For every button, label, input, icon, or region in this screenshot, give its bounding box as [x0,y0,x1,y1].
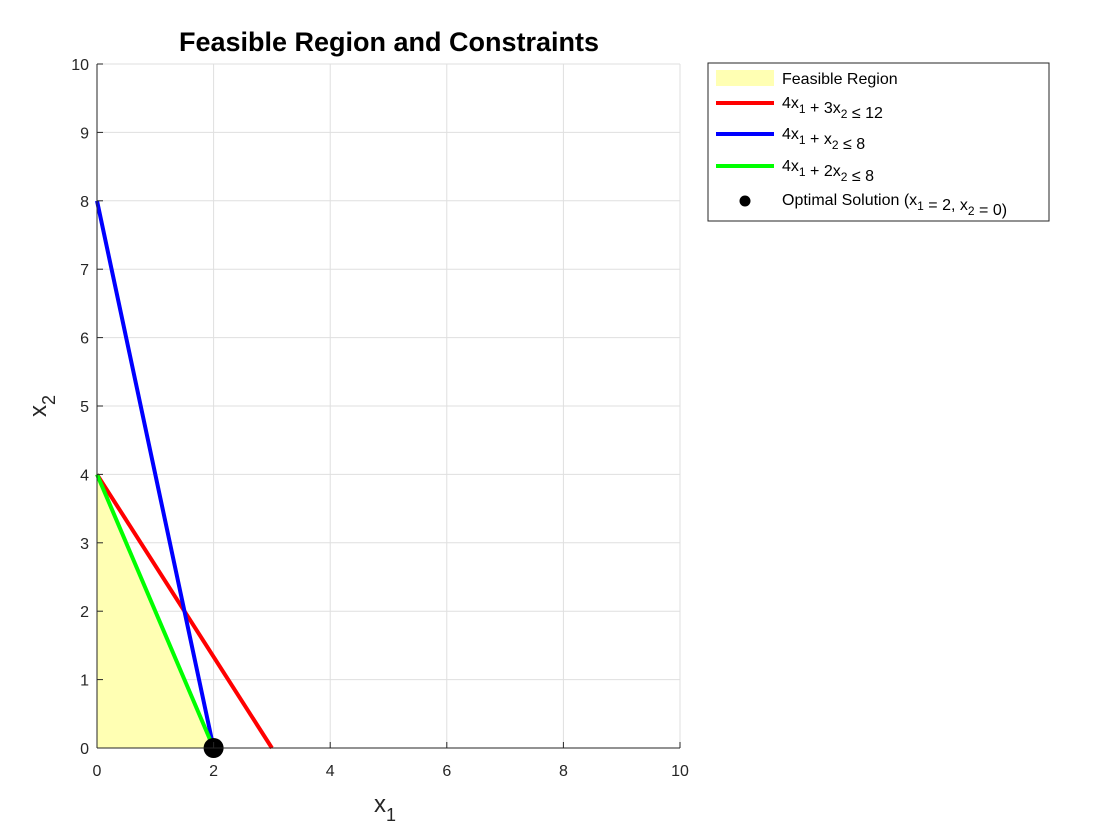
y-tick-label: 8 [80,194,89,211]
y-tick-label: 4 [80,467,89,484]
constraint-line-3 [95,473,216,749]
chart-title: Feasible Region and Constraints [179,27,599,57]
y-tick-label: 10 [71,57,89,74]
y-tick-label: 9 [80,125,89,142]
x-tick-label: 6 [442,763,451,780]
y-tick-label: 2 [80,604,89,621]
y-tick-label: 3 [80,536,89,553]
y-tick-label: 1 [80,673,89,690]
legend-label-constraint-2: 4x1 + x2 ≤ 8 [782,126,865,153]
grid [96,63,681,749]
legend-label-optimal-solution: Optimal Solution (x1 = 2, x2 = 0) [782,192,1007,219]
legend-label-feasible-region: Feasible Region [782,71,898,88]
axes [96,63,681,749]
tick-labels: 0 2 4 6 8 10 0 1 2 3 4 5 6 7 8 9 10 [71,57,689,780]
x-tick-label: 4 [326,763,335,780]
legend-label-constraint-3: 4x1 + 2x2 ≤ 8 [782,158,874,185]
y-tick-label: 7 [80,262,89,279]
constraint-line-2 [95,200,216,749]
y-tick-label: 0 [80,741,89,758]
legend-box [707,62,1050,222]
x-tick-label: 8 [559,763,568,780]
y-tick-label: 5 [80,399,89,416]
legend-label-constraint-1: 4x1 + 3x2 ≤ 12 [782,95,883,122]
constraint-lines [95,200,274,750]
x-tick-label: 10 [671,763,689,780]
y-axis-label: x2 [25,395,59,417]
x-tick-label: 0 [93,763,102,780]
x-axis-label: x1 [374,791,396,825]
legend-swatch-optimal-solution [739,195,751,207]
y-tick-label: 6 [80,331,89,348]
legend: Feasible Region 4x1 + 3x2 ≤ 12 4x1 + x2 ≤ … [707,62,1050,222]
x-tick-label: 2 [209,763,218,780]
legend-swatch-feasible-region [716,70,774,86]
